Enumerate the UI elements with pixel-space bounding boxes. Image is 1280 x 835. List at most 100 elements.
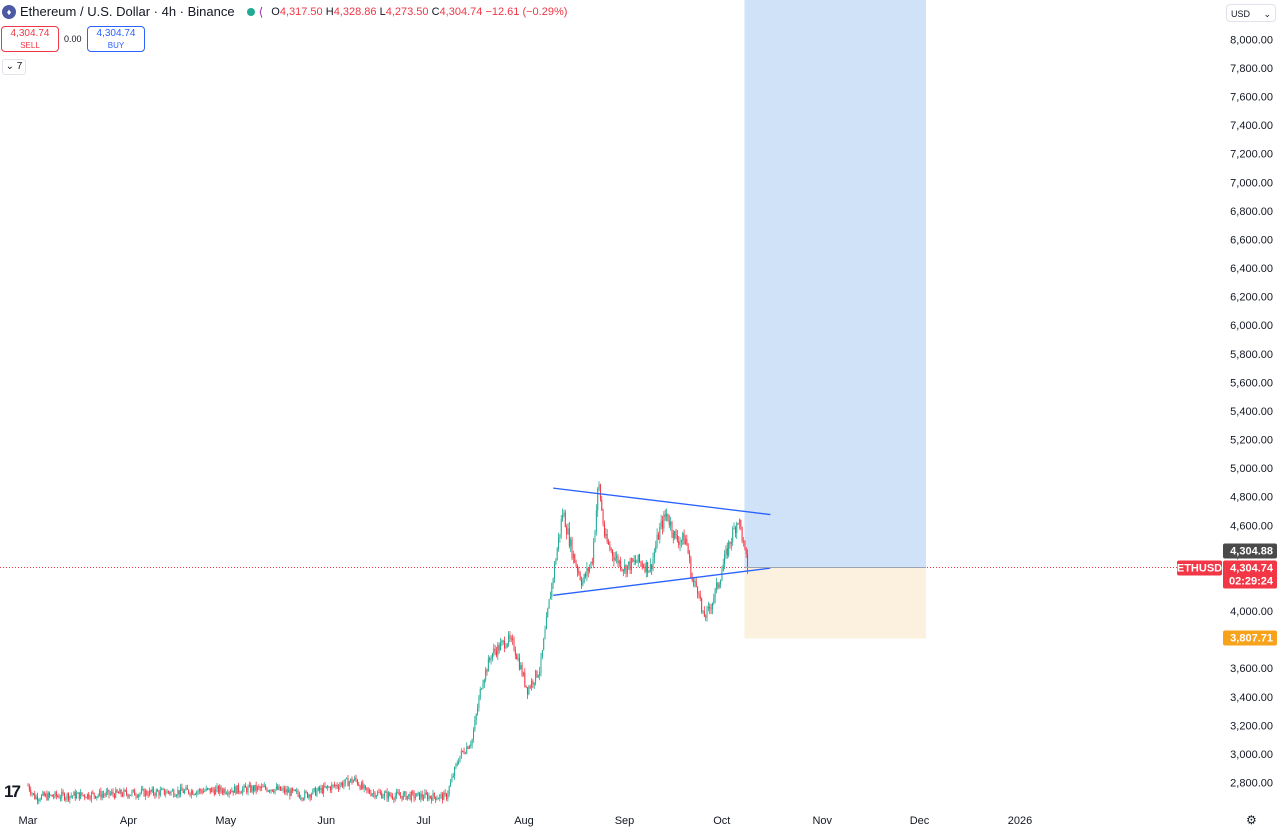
candle-body <box>28 785 30 790</box>
candle-body <box>423 797 425 799</box>
candle-body <box>275 786 277 789</box>
candle-body <box>162 788 164 790</box>
candle-body <box>660 520 662 527</box>
candle-body <box>608 542 609 545</box>
candle-body <box>219 786 221 793</box>
candle-body <box>305 791 307 793</box>
buy-button[interactable]: 4,304.74 BUY <box>87 26 145 52</box>
candle-body <box>590 561 592 567</box>
candle-body <box>531 680 533 688</box>
y-tick-label: 5,600.00 <box>1230 377 1273 389</box>
stop-zone[interactable] <box>744 567 926 639</box>
trendline-lower[interactable] <box>553 567 771 596</box>
candle-body <box>626 565 628 574</box>
candle-body <box>582 581 584 586</box>
candle-body <box>123 790 125 796</box>
candle-body <box>738 519 740 524</box>
candle-body <box>107 789 109 792</box>
tradingview-logo-icon[interactable]: 17 <box>4 782 21 801</box>
candle-body <box>217 786 219 793</box>
candle-body <box>282 788 284 790</box>
candle-body <box>89 798 91 800</box>
candle-body <box>319 787 321 791</box>
candle-body <box>684 539 686 545</box>
share-icon[interactable]: ⟨ <box>258 4 264 19</box>
chevron-down-icon: ⌄ <box>5 61 15 72</box>
candle-body <box>338 787 339 789</box>
entry-price-label-bg <box>1223 543 1277 559</box>
candle-body <box>709 606 711 609</box>
candle-body <box>166 791 168 794</box>
candle-body <box>270 789 272 792</box>
candle-body <box>737 523 739 525</box>
candle-body <box>447 793 449 799</box>
candle-body <box>257 786 258 791</box>
candle-body <box>171 790 173 792</box>
candle-body <box>505 646 507 649</box>
candle-body <box>467 746 469 749</box>
candle-body <box>367 789 369 791</box>
x-tick-label: Dec <box>910 815 930 827</box>
candle-body <box>247 786 249 793</box>
candle-body <box>234 786 236 793</box>
indicators-toggle[interactable]: ⌄ 7 <box>2 59 26 75</box>
currency-select[interactable]: USD ⌄ <box>1226 4 1276 22</box>
candle-body <box>51 794 53 797</box>
candle-body <box>244 785 246 788</box>
candle-body <box>633 560 635 562</box>
candle-body <box>289 790 291 796</box>
candle-body <box>142 789 144 791</box>
candle-body <box>710 608 712 610</box>
candle-body <box>27 785 29 787</box>
buy-label: BUY <box>107 41 125 50</box>
symbol-title[interactable]: Ethereum / U.S. Dollar · 4h · Binance <box>20 4 235 19</box>
candle-body <box>378 792 380 794</box>
trendline-upper[interactable] <box>553 487 771 516</box>
candle-body <box>714 588 716 598</box>
candle-body <box>36 796 38 801</box>
candle-body <box>528 686 530 695</box>
candle-body <box>81 792 83 796</box>
candle-body <box>510 638 512 640</box>
candle-body <box>157 790 159 792</box>
candle-body <box>350 778 352 782</box>
candle-body <box>344 778 346 784</box>
candle-body <box>644 566 646 572</box>
candle-body <box>329 787 331 791</box>
candle-body <box>458 761 460 764</box>
candle-body <box>559 534 561 538</box>
candle-body <box>225 793 227 795</box>
candle-body <box>639 554 641 562</box>
candle-body <box>729 541 731 545</box>
candle-body <box>32 793 34 795</box>
candle-body <box>603 524 605 536</box>
candle-body <box>701 597 703 612</box>
candle-body <box>84 795 86 798</box>
candle-body <box>235 786 237 794</box>
settings-gear-icon[interactable]: ⚙ <box>1246 813 1257 827</box>
candle-body <box>41 795 42 800</box>
target-zone[interactable] <box>744 0 926 568</box>
candle-body <box>100 790 102 798</box>
candle-body <box>313 788 315 790</box>
y-tick-label: 6,800.00 <box>1230 206 1273 218</box>
time-axis[interactable]: Mar Apr May Jun Jul Aug Sep Oct Nov Dec 2026 <box>19 815 1033 827</box>
candles-group <box>27 481 749 805</box>
candle-body <box>43 792 45 797</box>
candle-body <box>663 514 665 529</box>
stop-price-label-text: 3,807.71 <box>1230 633 1273 645</box>
candle-body <box>649 564 651 571</box>
candle-body <box>474 720 476 731</box>
candle-body <box>408 794 410 796</box>
price-axis[interactable]: 2,800.00 3,000.00 3,200.00 3,400.00 3,600.00… <box>1230 34 1273 789</box>
candle-body <box>437 798 439 800</box>
candle-body <box>122 794 123 796</box>
candle-body <box>574 553 576 563</box>
candle-body <box>643 566 645 568</box>
sell-button[interactable]: 4,304.74 SELL <box>1 26 59 52</box>
candle-body <box>455 764 457 768</box>
candle-body <box>54 792 56 797</box>
x-tick-label: Sep <box>615 815 635 827</box>
candle-body <box>513 639 515 651</box>
